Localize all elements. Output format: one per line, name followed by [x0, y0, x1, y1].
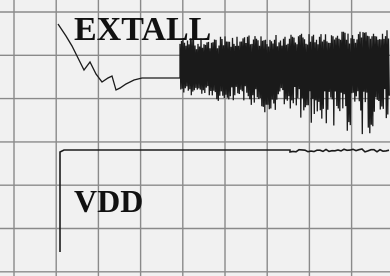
- oscilloscope-screen: EXTALL VDD: [0, 0, 390, 276]
- vdd-label: VDD: [74, 183, 143, 219]
- page: EXTALL VDD (() => { const data = JSON.pa…: [0, 0, 390, 276]
- extall-label: EXTALL: [74, 11, 211, 48]
